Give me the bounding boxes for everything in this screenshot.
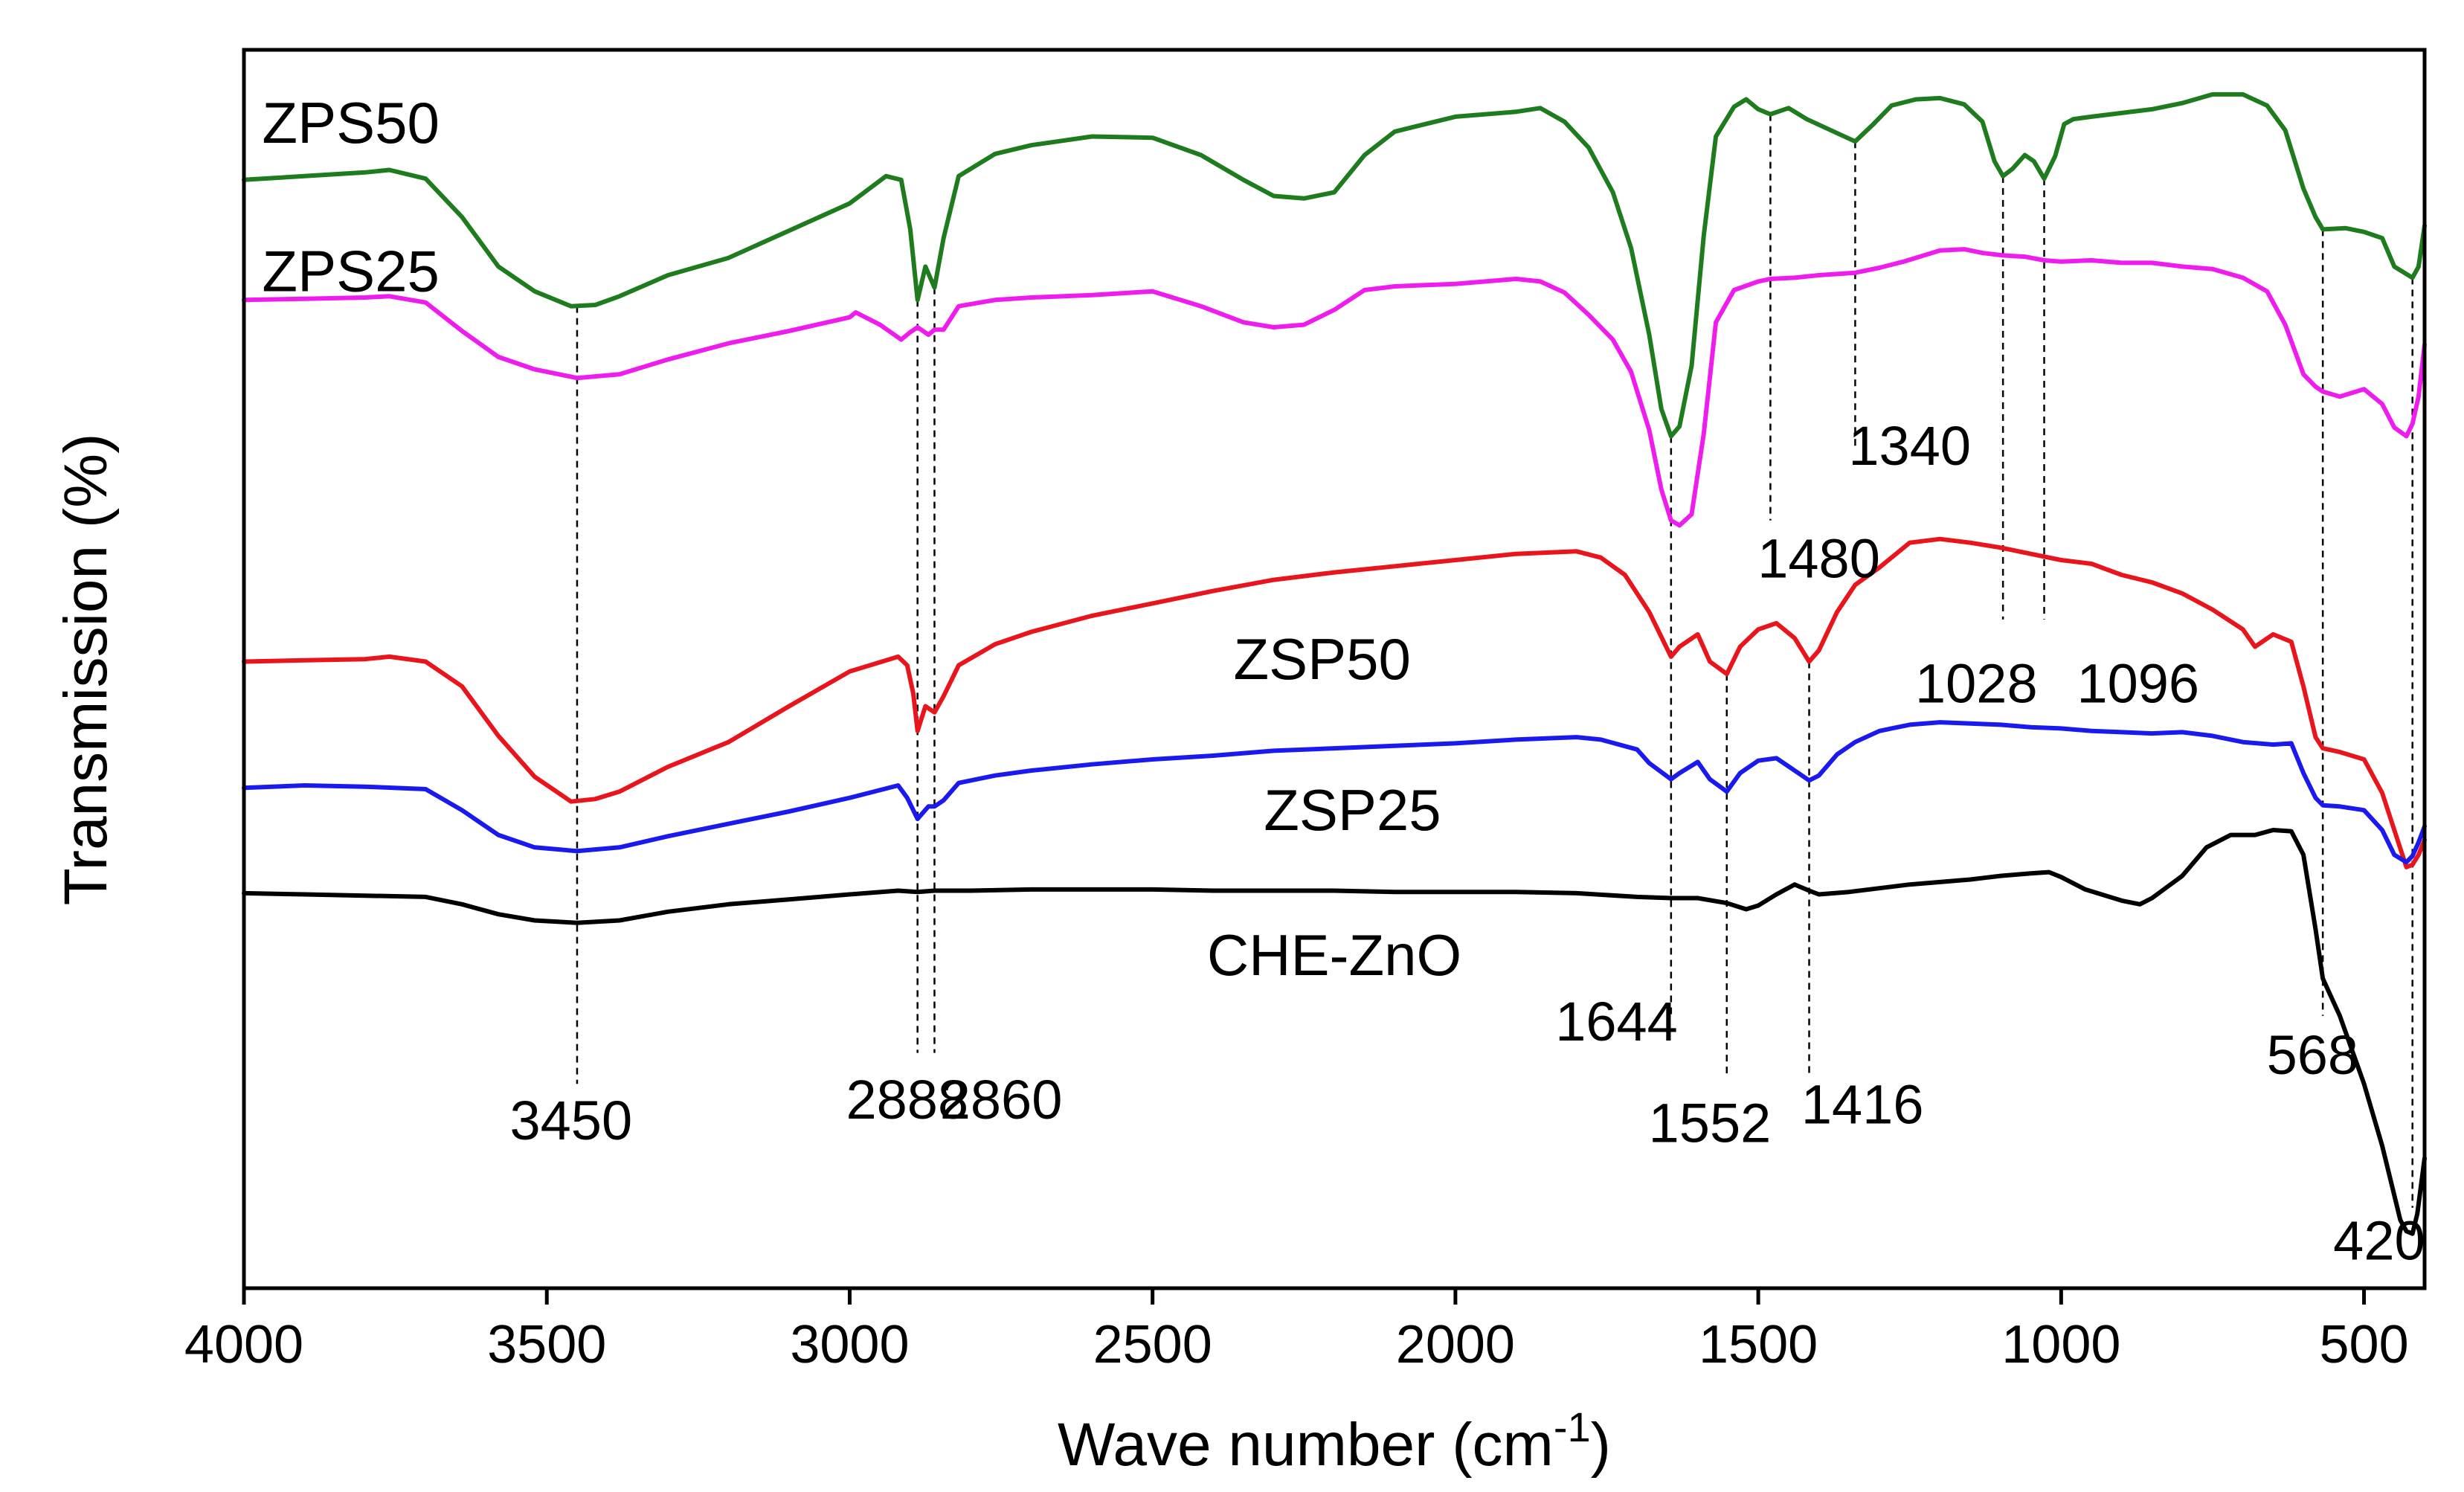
- peak-label-1340: 1340: [1848, 415, 1971, 477]
- series-line-che-zno: [242, 828, 2427, 1236]
- x-tick-label-1500: 1500: [1699, 1315, 1818, 1374]
- x-axis-title-close: ): [1591, 1411, 1611, 1479]
- plot-frame: [242, 48, 2427, 1290]
- series-line-zps25: [242, 247, 2427, 528]
- spectra-series: [242, 91, 2427, 1236]
- peak-label-3450: 3450: [509, 1090, 632, 1151]
- series-label-zps50: ZPS50: [262, 90, 439, 155]
- series-label-zsp25: ZSP25: [1264, 777, 1441, 843]
- series-line-zsp50: [242, 536, 2427, 869]
- series-line-zsp25: [242, 720, 2427, 865]
- series-labels: ZPS50 ZPS25 ZSP50 ZSP25 CHE-ZnO: [262, 90, 1461, 988]
- x-tick-label-500: 500: [2319, 1315, 2408, 1374]
- peak-guide-lines: [576, 114, 2413, 1208]
- x-axis-ticks: [242, 1288, 2367, 1305]
- x-axis-title-superscript: -1: [1554, 1403, 1591, 1450]
- peak-label-568: 568: [2267, 1024, 2358, 1086]
- peak-label-2888: 2888: [846, 1069, 969, 1131]
- x-axis-title: Wave number (cm-1): [1058, 1403, 1611, 1479]
- x-tick-label-3500: 3500: [487, 1315, 606, 1374]
- x-tick-label-2000: 2000: [1396, 1315, 1515, 1374]
- peak-label-1552: 1552: [1649, 1093, 1772, 1154]
- peak-label-420: 420: [2333, 1210, 2425, 1272]
- series-label-che-zno: CHE-ZnO: [1207, 922, 1461, 988]
- peak-label-2860: 2860: [940, 1069, 1063, 1131]
- x-axis-title-main: Wave number (cm: [1058, 1411, 1554, 1479]
- x-tick-label-2500: 2500: [1093, 1315, 1212, 1374]
- series-label-zsp50: ZSP50: [1233, 626, 1410, 692]
- peak-label-1644: 1644: [1555, 991, 1678, 1052]
- series-label-zps25: ZPS25: [262, 239, 439, 304]
- x-tick-label-4000: 4000: [184, 1315, 303, 1374]
- series-line-zps50: [242, 91, 2427, 439]
- peak-label-1416: 1416: [1801, 1074, 1924, 1136]
- x-tick-label-3000: 3000: [790, 1315, 909, 1374]
- y-axis-title: Transmission (%): [52, 434, 120, 906]
- peak-label-1480: 1480: [1757, 527, 1880, 589]
- peak-label-1096: 1096: [2077, 652, 2199, 714]
- peak-label-1028: 1028: [1915, 652, 2038, 714]
- x-tick-label-1000: 1000: [2001, 1315, 2120, 1374]
- x-axis-tick-labels: 4000 3500 3000 2500 2000 1500 1000 500: [184, 1315, 2409, 1374]
